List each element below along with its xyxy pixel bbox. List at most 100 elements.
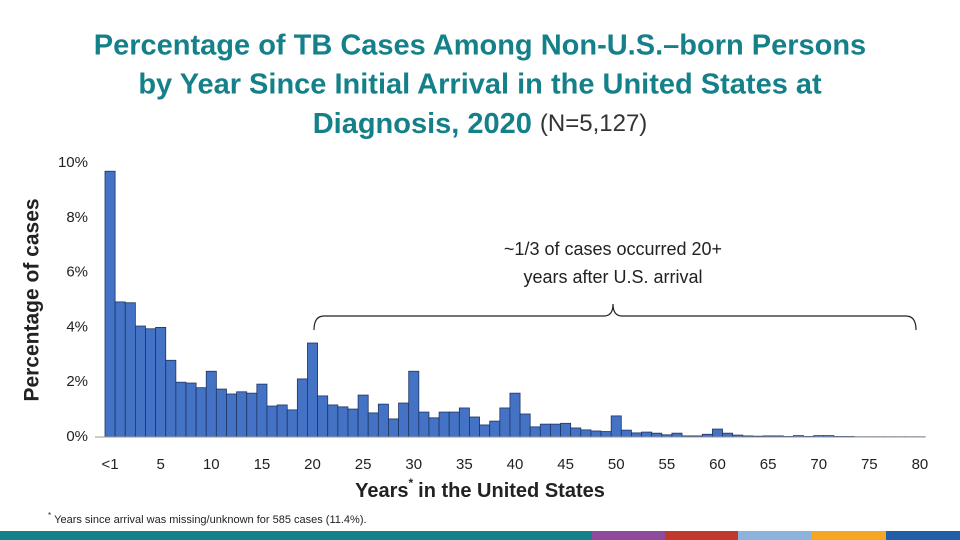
bar: [529, 426, 541, 438]
x-axis-label-text: Years: [355, 480, 408, 502]
annotation: years after U.S. arrival: [523, 267, 702, 287]
bar: [388, 418, 399, 438]
bar: [155, 326, 167, 438]
bar: [448, 411, 460, 438]
bar: [631, 432, 642, 438]
bar: [185, 382, 197, 438]
x-axis-label-text: in the United States: [418, 480, 605, 502]
x-tick-label: 30: [405, 456, 422, 473]
bar: [479, 424, 491, 438]
y-tick-label: 6%: [66, 264, 88, 281]
bar: [205, 370, 217, 438]
bar: [489, 420, 501, 438]
bar: [712, 428, 723, 438]
bar: [398, 402, 410, 438]
strip: [886, 531, 960, 540]
bar: [145, 328, 157, 438]
y-tick-label: 2%: [66, 373, 88, 390]
bar: [215, 388, 227, 438]
bar: [347, 408, 359, 438]
bar: [175, 381, 187, 438]
bar: [124, 302, 136, 438]
bottom-strip: [0, 531, 960, 540]
y-tick-label: 8%: [66, 209, 88, 226]
strip: [665, 531, 738, 540]
x-tick-label: 5: [157, 456, 165, 473]
bar: [246, 392, 258, 438]
bar: [722, 432, 734, 438]
bar: [560, 422, 572, 438]
bar: [307, 342, 318, 438]
chart-title: Percentage of TB Cases Among Non-U.S.–bo…: [94, 30, 866, 62]
bar: [256, 383, 268, 438]
annotation: ~1/3 of cases occurred 20+: [504, 239, 722, 259]
bar: [600, 431, 612, 438]
x-tick-label: 45: [557, 456, 574, 473]
bar: [236, 391, 248, 438]
strip: [0, 531, 592, 540]
bar: [418, 411, 430, 438]
x-tick-label: 25: [355, 456, 372, 473]
bar: [428, 417, 440, 438]
bar: [539, 423, 551, 438]
bar: [610, 415, 622, 438]
strip: [592, 531, 665, 540]
bar: [337, 406, 349, 438]
y-axis-label: Percentage of cases: [21, 198, 44, 401]
bar: [671, 432, 683, 438]
x-tick-label: 50: [608, 456, 625, 473]
bar: [651, 432, 663, 438]
bar: [165, 359, 177, 438]
bar: [195, 387, 207, 438]
x-tick-label: 60: [709, 456, 726, 473]
bar: [458, 407, 470, 438]
y-tick-label: 4%: [66, 318, 88, 335]
footnote-text: Years since arrival was missing/unknown …: [54, 514, 366, 526]
strip: [811, 531, 886, 540]
x-tick-label: <1: [102, 456, 119, 473]
x-tick-label: 35: [456, 456, 473, 473]
x-tick-label: 10: [203, 456, 220, 473]
bar: [114, 301, 126, 438]
bar: [134, 325, 146, 438]
x-tick-label: 70: [810, 456, 827, 473]
footnote-mark: *: [48, 511, 51, 520]
y-tick-label: 10%: [58, 154, 88, 171]
bar: [357, 394, 369, 438]
strip: [738, 531, 811, 540]
x-tick-label: 55: [659, 456, 676, 473]
chart-title-line: Diagnosis, 2020 (N=5,127): [313, 108, 648, 140]
bar: [519, 413, 531, 438]
bar: [580, 429, 592, 438]
bar: [367, 412, 379, 438]
bar: [286, 409, 298, 438]
bar: [499, 407, 511, 438]
x-tick-label: 15: [254, 456, 271, 473]
bar: [276, 404, 288, 438]
chart-title: by Year Since Initial Arrival in the Uni…: [138, 69, 822, 101]
bar: [469, 416, 480, 438]
x-tick-label: 65: [760, 456, 777, 473]
x-axis-label-mark: *: [409, 476, 414, 490]
bar: [296, 378, 308, 438]
bar: [641, 431, 653, 438]
bar: [550, 423, 561, 438]
y-tick-label: 0%: [66, 428, 88, 445]
bar: [408, 370, 420, 438]
bar: [104, 170, 116, 438]
bar: [570, 427, 582, 438]
x-tick-label: 20: [304, 456, 321, 473]
bar: [509, 392, 521, 438]
chart-title: Diagnosis, 2020: [313, 108, 532, 140]
bar: [327, 404, 339, 438]
bar: [620, 429, 632, 438]
bar: [438, 411, 450, 438]
bar: [590, 430, 602, 438]
title-note: (N=5,127): [540, 110, 647, 137]
x-tick-label: 80: [912, 456, 929, 473]
footnote: * Years since arrival was missing/unknown…: [48, 511, 367, 526]
x-axis-label: Years* in the United States: [355, 476, 605, 502]
brace: [313, 303, 917, 331]
bar: [226, 393, 238, 438]
